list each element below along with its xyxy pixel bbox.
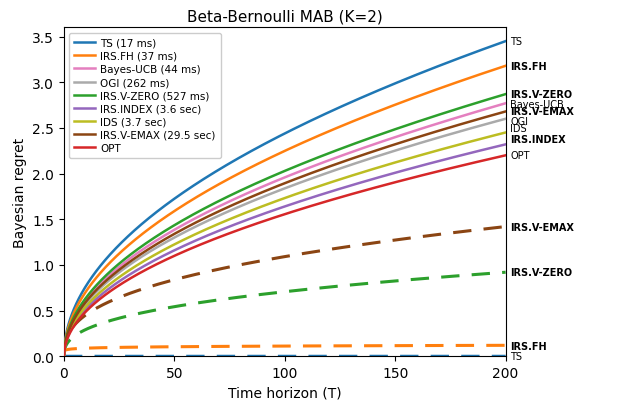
Text: IRS.FH: IRS.FH	[510, 62, 547, 72]
Text: IRS.V-EMAX: IRS.V-EMAX	[510, 107, 574, 117]
X-axis label: Time horizon (T): Time horizon (T)	[228, 386, 342, 400]
Text: IRS.FH: IRS.FH	[510, 341, 547, 351]
Text: IDS: IDS	[510, 124, 527, 134]
Legend: TS (17 ms), IRS.FH (37 ms), Bayes-UCB (44 ms), OGI (262 ms), IRS.V-ZERO (527 ms): TS (17 ms), IRS.FH (37 ms), Bayes-UCB (4…	[69, 34, 221, 159]
Text: Bayes-UCB: Bayes-UCB	[510, 100, 564, 110]
Text: IRS.V-EMAX: IRS.V-EMAX	[510, 222, 574, 232]
Text: OPT: OPT	[510, 151, 529, 161]
Text: TS: TS	[510, 37, 522, 47]
Text: IRS.V-ZERO: IRS.V-ZERO	[510, 268, 572, 277]
Text: OGI: OGI	[510, 116, 528, 126]
Text: TS: TS	[510, 351, 522, 361]
Title: Beta-Bernoulli MAB (K=2): Beta-Bernoulli MAB (K=2)	[187, 9, 383, 24]
Text: IRS.V-ZERO: IRS.V-ZERO	[510, 90, 572, 100]
Y-axis label: Bayesian regret: Bayesian regret	[13, 137, 27, 247]
Text: IRS.INDEX: IRS.INDEX	[510, 134, 566, 145]
